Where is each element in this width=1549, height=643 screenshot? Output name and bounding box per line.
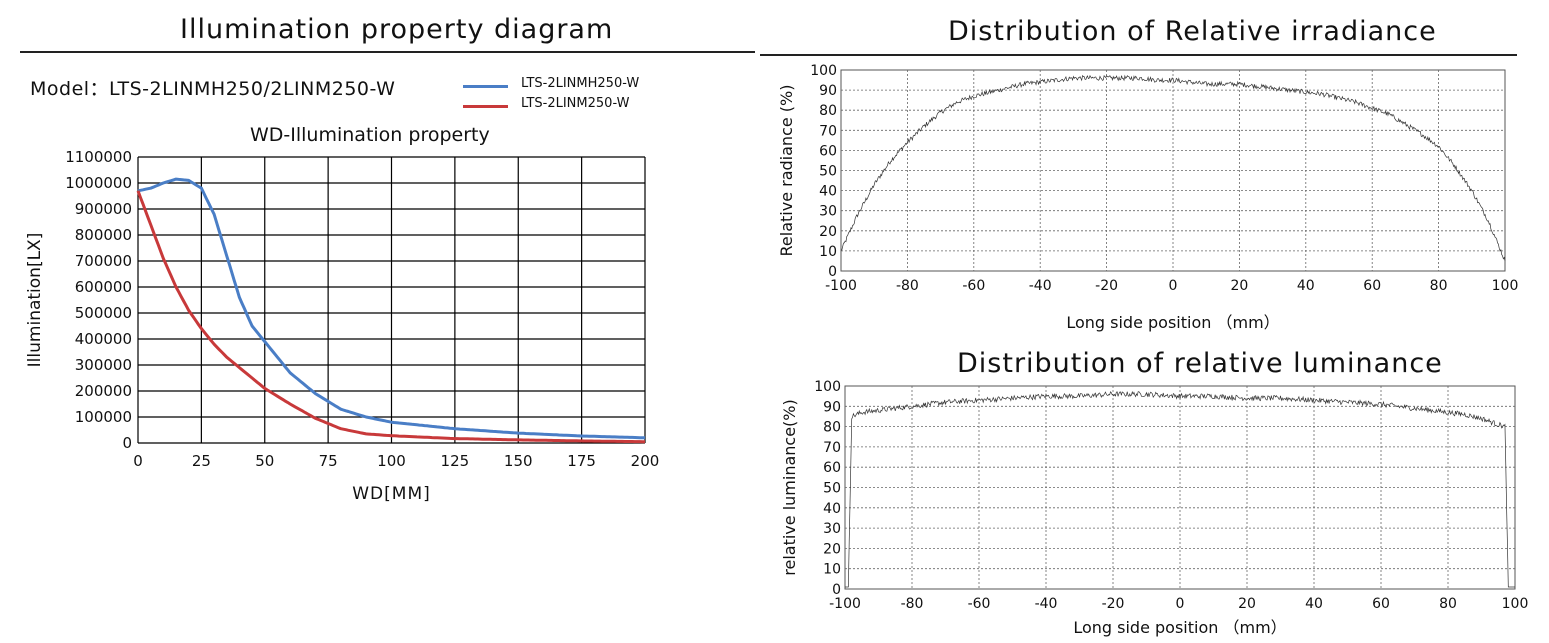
luminance-y-tick-label: 50 xyxy=(823,481,841,497)
luminance-x-tick-label: -100 xyxy=(829,596,861,612)
irradiance-y-tick-label: 60 xyxy=(819,143,837,159)
luminance-y-tick-label: 20 xyxy=(823,541,841,557)
irradiance-y-tick-label: 30 xyxy=(819,204,837,220)
wd-x-tick-label: 125 xyxy=(441,452,470,470)
legend-label-red: LTS-2LINM250-W xyxy=(521,96,630,111)
luminance-x-tick-label: 0 xyxy=(1176,596,1185,612)
wd-chart-title: WD-Illumination property xyxy=(250,124,490,146)
luminance-y-axis-label: relative luminance(%) xyxy=(780,399,799,575)
irradiance-x-tick-label: 40 xyxy=(1297,278,1315,294)
luminance-y-tick-label: 100 xyxy=(814,379,841,395)
irradiance-y-tick-label: 70 xyxy=(819,123,837,139)
luminance-y-tick-label: 60 xyxy=(823,460,841,476)
irradiance-y-tick-label: 0 xyxy=(828,264,837,280)
luminance-y-tick-label: 10 xyxy=(823,562,841,578)
wd-y-tick-label: 900000 xyxy=(75,200,132,218)
wd-series-line-lts-2linm250-w xyxy=(136,190,645,444)
wd-y-tick-label: 300000 xyxy=(75,356,132,374)
wd-x-tick-label: 75 xyxy=(319,452,338,470)
wd-y-tick-label: 1100000 xyxy=(65,148,132,166)
irradiance-y-tick-label: 80 xyxy=(819,103,837,119)
luminance-x-axis-label: Long side position （mm） xyxy=(1073,618,1286,637)
left-heading: Illumination property diagram xyxy=(180,14,614,45)
irradiance-x-tick-label: -40 xyxy=(1029,278,1052,294)
wd-x-tick-label: 50 xyxy=(255,452,274,470)
right-bottom-heading: Distribution of relative luminance xyxy=(957,348,1443,379)
luminance-x-tick-label: 100 xyxy=(1502,596,1529,612)
wd-y-tick-label: 100000 xyxy=(75,408,132,426)
luminance-y-tick-label: 0 xyxy=(832,582,841,598)
wd-x-tick-label: 150 xyxy=(504,452,533,470)
wd-x-tick-label: 100 xyxy=(377,452,406,470)
irradiance-x-tick-label: -20 xyxy=(1095,278,1118,294)
wd-x-tick-label: 25 xyxy=(192,452,211,470)
wd-x-tick-label: 200 xyxy=(631,452,660,470)
luminance-trace-line xyxy=(845,390,1515,588)
wd-y-axis-label: Illumination[LX] xyxy=(25,233,45,368)
irradiance-x-tick-label: 80 xyxy=(1430,278,1448,294)
legend-line-red xyxy=(463,105,508,108)
luminance-x-tick-label: -20 xyxy=(1102,596,1125,612)
irradiance-y-tick-label: 50 xyxy=(819,164,837,180)
luminance-x-tick-label: 80 xyxy=(1439,596,1457,612)
irradiance-y-tick-label: 90 xyxy=(819,83,837,99)
irradiance-y-tick-label: 10 xyxy=(819,244,837,260)
irradiance-x-tick-label: -100 xyxy=(825,278,857,294)
irradiance-x-tick-label: 60 xyxy=(1363,278,1381,294)
wd-y-tick-label: 700000 xyxy=(75,252,132,270)
irradiance-y-tick-label: 100 xyxy=(810,63,837,79)
wd-y-tick-label: 400000 xyxy=(75,330,132,348)
irradiance-x-axis-label: Long side position （mm） xyxy=(1066,313,1279,332)
left-heading-rule xyxy=(20,51,755,53)
wd-x-tick-label: 0 xyxy=(133,452,143,470)
irradiance-trace-line xyxy=(840,74,1506,262)
luminance-x-tick-label: -60 xyxy=(968,596,991,612)
irradiance-y-tick-label: 20 xyxy=(819,224,837,240)
luminance-x-tick-label: 40 xyxy=(1305,596,1323,612)
luminance-x-tick-label: -80 xyxy=(901,596,924,612)
irradiance-x-tick-label: 0 xyxy=(1169,278,1178,294)
legend-label-blue: LTS-2LINMH250-W xyxy=(521,76,640,91)
luminance-x-tick-label: -40 xyxy=(1035,596,1058,612)
luminance-y-tick-label: 80 xyxy=(823,420,841,436)
irradiance-x-tick-label: -80 xyxy=(896,278,919,294)
right-top-heading: Distribution of Relative irradiance xyxy=(948,16,1437,47)
luminance-y-tick-label: 70 xyxy=(823,440,841,456)
luminance-y-tick-label: 30 xyxy=(823,521,841,537)
luminance-y-tick-label: 90 xyxy=(823,399,841,415)
wd-y-tick-label: 0 xyxy=(122,434,132,452)
luminance-y-tick-label: 40 xyxy=(823,501,841,517)
irradiance-x-tick-label: 100 xyxy=(1492,278,1519,294)
luminance-x-tick-label: 60 xyxy=(1372,596,1390,612)
wd-x-axis-label: WD[MM] xyxy=(352,484,431,504)
irradiance-x-tick-label: -60 xyxy=(962,278,985,294)
right-heading-rule xyxy=(760,54,1517,56)
wd-y-tick-label: 500000 xyxy=(75,304,132,322)
wd-y-tick-label: 600000 xyxy=(75,278,132,296)
luminance-x-tick-label: 20 xyxy=(1238,596,1256,612)
legend-line-blue xyxy=(463,85,508,88)
wd-series-line-lts-2linmh250-w xyxy=(137,177,646,440)
wd-y-tick-label: 1000000 xyxy=(65,174,132,192)
irradiance-x-tick-label: 20 xyxy=(1230,278,1248,294)
wd-x-tick-label: 175 xyxy=(567,452,596,470)
irradiance-y-tick-label: 40 xyxy=(819,184,837,200)
wd-y-tick-label: 800000 xyxy=(75,226,132,244)
wd-y-tick-label: 200000 xyxy=(75,382,132,400)
model-label: Model：LTS-2LINMH250/2LINM250-W xyxy=(30,78,396,100)
irradiance-y-axis-label: Relative radiance (%) xyxy=(777,85,796,257)
